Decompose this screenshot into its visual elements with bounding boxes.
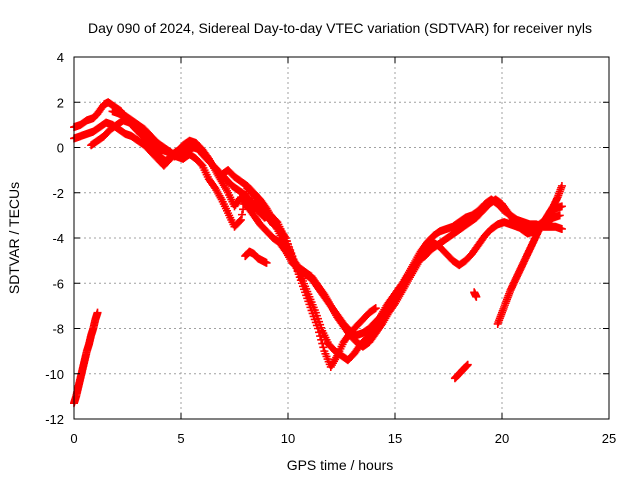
x-tick-label: 20 (495, 431, 509, 446)
y-tick-label: -10 (45, 367, 64, 382)
data-point (235, 217, 244, 226)
x-tick-label: 15 (388, 431, 402, 446)
data-point (236, 215, 245, 224)
y-tick-label: -8 (52, 322, 64, 337)
chart-title: Day 090 of 2024, Sidereal Day-to-day VTE… (88, 20, 592, 36)
data-point (313, 324, 322, 333)
data-point (317, 335, 326, 344)
data-point (557, 224, 566, 233)
data-point (371, 304, 380, 313)
data-point (239, 205, 248, 214)
y-tick-label: -6 (52, 276, 64, 291)
y-tick-label: 0 (57, 141, 64, 156)
y-tick-label: -4 (52, 231, 64, 246)
y-tick-label: -12 (45, 412, 64, 427)
y-tick-label: 2 (57, 95, 64, 110)
data-point (555, 211, 564, 220)
data-series (470, 288, 481, 301)
x-tick-label: 5 (177, 431, 184, 446)
data-points (70, 98, 566, 408)
x-tick-label: 25 (602, 431, 616, 446)
data-point (315, 328, 324, 337)
data-point (319, 343, 328, 352)
data-point (463, 360, 472, 369)
data-point (237, 210, 246, 219)
data-series (450, 360, 472, 383)
data-point (241, 194, 250, 203)
y-tick-label: -2 (52, 186, 64, 201)
data-point (472, 292, 481, 301)
data-series (108, 107, 380, 371)
x-tick-label: 10 (281, 431, 295, 446)
data-point (557, 202, 566, 211)
axis-ticks: 0 5 10 15 20 25 -12 -10 -8 -6 -4 -2 0 2 4 (45, 50, 616, 446)
data-series (241, 247, 271, 267)
data-point (93, 308, 102, 317)
grid (74, 57, 609, 419)
x-tick-label: 0 (70, 431, 77, 446)
data-point (318, 339, 327, 348)
data-point (262, 258, 271, 267)
data-series (493, 181, 566, 328)
data-series (70, 308, 102, 408)
data-point (316, 332, 325, 341)
data-point (557, 181, 566, 190)
y-axis-label: SDTVAR / TECUs (6, 182, 22, 294)
data-point (240, 200, 249, 209)
data-point (280, 232, 289, 241)
x-axis-label: GPS time / hours (287, 457, 394, 473)
y-tick-label: 4 (57, 50, 64, 65)
